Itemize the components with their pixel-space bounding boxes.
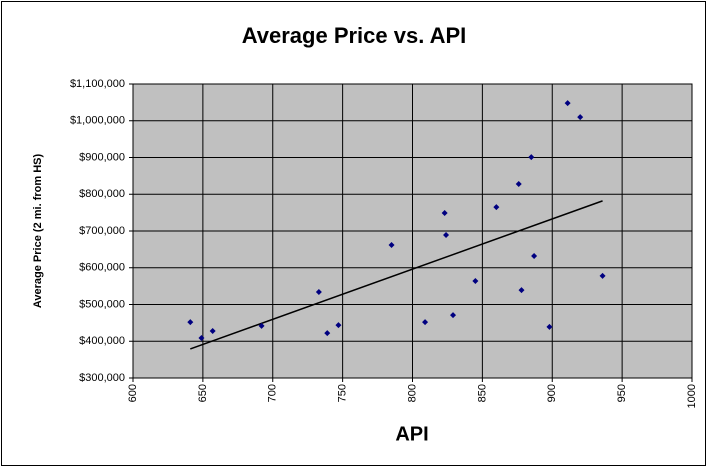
data-point <box>450 312 457 319</box>
y-tick-label: $600,000 <box>79 262 125 274</box>
data-point <box>577 114 584 121</box>
x-tick-label: 1000 <box>686 384 698 408</box>
data-point <box>531 252 538 259</box>
data-point <box>515 180 522 187</box>
data-point <box>528 154 535 161</box>
y-axis-label: Average Price (2 mi. from HS) <box>32 154 44 309</box>
x-axis-label: API <box>395 423 428 445</box>
y-tick-label: $700,000 <box>79 225 125 237</box>
x-tick-label: 700 <box>267 384 279 402</box>
data-point <box>493 204 500 211</box>
y-tick-label: $900,000 <box>79 151 125 163</box>
x-tick-label: 850 <box>476 384 488 402</box>
data-point <box>518 287 525 294</box>
data-point <box>388 241 395 248</box>
data-point <box>546 323 553 330</box>
plot-border <box>132 83 693 379</box>
data-point <box>599 272 606 279</box>
data-point <box>441 209 448 216</box>
data-point <box>422 319 429 326</box>
x-tick-label: 650 <box>197 384 209 402</box>
x-tick-label: 800 <box>406 384 418 402</box>
y-tick-label: $300,000 <box>79 372 125 384</box>
data-point <box>198 334 205 341</box>
data-point <box>335 322 342 329</box>
y-tick-label: $400,000 <box>79 335 125 347</box>
x-tick-label: 900 <box>546 384 558 402</box>
data-point <box>315 289 322 296</box>
x-tick-label: 750 <box>337 384 349 402</box>
y-tick-label: $1,100,000 <box>70 78 125 90</box>
data-point <box>443 232 450 239</box>
trendline <box>190 200 603 350</box>
y-tick-label: $800,000 <box>79 188 125 200</box>
x-tick-label: 600 <box>127 384 139 402</box>
y-tick-label: $500,000 <box>79 298 125 310</box>
data-point <box>258 322 265 329</box>
data-point <box>187 319 194 326</box>
data-point <box>324 330 331 337</box>
data-point <box>209 327 216 334</box>
y-tick-label: $1,000,000 <box>70 115 125 127</box>
data-point <box>472 277 479 284</box>
chart-title: Average Price vs. API <box>242 23 467 48</box>
x-tick-label: 950 <box>616 384 628 402</box>
data-point <box>564 100 571 107</box>
